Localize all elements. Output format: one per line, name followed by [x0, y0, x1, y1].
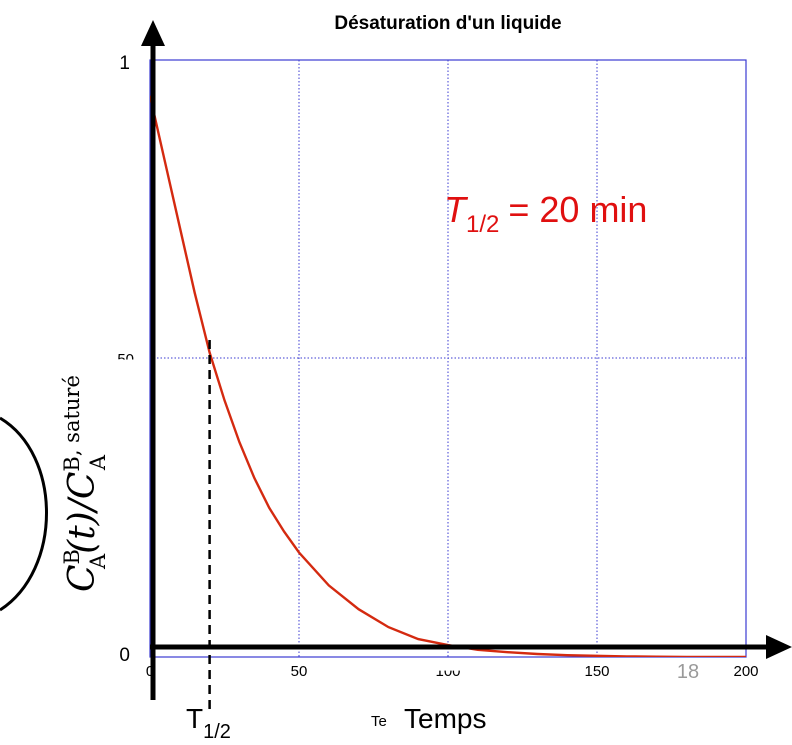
y-label-sub2: A	[86, 454, 110, 471]
x-tick-200: 200	[733, 663, 758, 680]
y-axis-arrowhead	[141, 20, 165, 46]
x-tick-0: 0	[146, 663, 154, 680]
svg-text:CBA(t)/CB, saturéA: CBA(t)/CB, saturéA	[60, 375, 110, 592]
y-label-C1: C	[62, 564, 103, 592]
annotation-value: = 20 min	[508, 189, 647, 230]
half-life-label-subscript: 1/2	[203, 721, 231, 743]
x-axis-label-prefix: Te	[371, 713, 387, 730]
y-label-sup2: B, saturé	[60, 375, 84, 472]
y-tick-bottom: 0	[119, 645, 130, 666]
page-number: 18	[677, 661, 699, 683]
x-axis-arrowhead	[766, 635, 792, 659]
left-bracket-arc	[0, 416, 48, 612]
series-line	[150, 95, 746, 657]
x-tick-50: 50	[291, 663, 308, 680]
y-label-sub1: A	[86, 553, 110, 570]
y-axis-label: CBA(t)/CB, saturéA	[60, 375, 110, 592]
half-life-annotation: T1/2 = 20 min	[444, 189, 647, 238]
x-tick-100: 100	[435, 663, 460, 680]
x-axis-label: Temps	[404, 703, 486, 734]
annotation-subscript: 1/2	[466, 211, 499, 238]
grid	[150, 60, 746, 657]
y-tick-top: 1	[119, 53, 130, 74]
y-tick-mid: 50	[117, 351, 134, 368]
annotation-symbol: T	[444, 189, 469, 230]
y-label-sup1: B	[60, 549, 84, 564]
half-life-label: T1/2	[186, 703, 231, 743]
half-life-label-symbol: T	[186, 703, 203, 734]
y-label-mid: (t)/C	[62, 472, 103, 554]
chart-title: Désaturation d'un liquide	[334, 13, 561, 34]
x-tick-150: 150	[584, 663, 609, 680]
